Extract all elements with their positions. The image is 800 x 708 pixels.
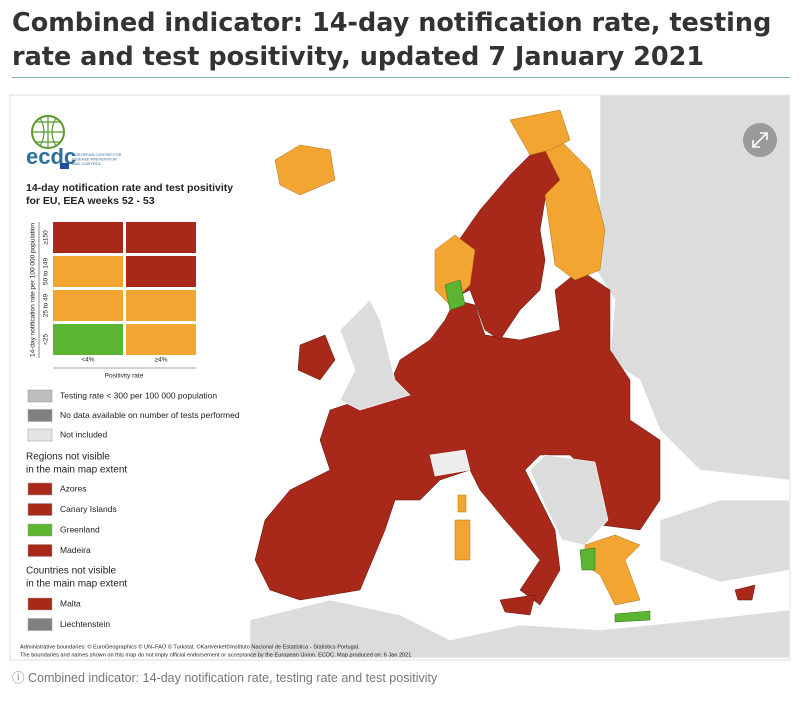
legend-heading: Regions not visible bbox=[26, 452, 110, 463]
region-red bbox=[734, 584, 756, 601]
land-not-included bbox=[429, 449, 471, 477]
y-axis-label: 14-day notification rate per 100 000 pop… bbox=[30, 223, 37, 357]
legend-label: Canary Islands bbox=[60, 504, 117, 514]
legend-heading: in the main map extent bbox=[26, 579, 127, 590]
legend-swatch bbox=[27, 503, 53, 516]
matrix-cell bbox=[126, 324, 196, 355]
y-category-label: <25 bbox=[43, 334, 50, 345]
legend-label: Greenland bbox=[60, 524, 100, 534]
footnote: The boundaries and names shown on this m… bbox=[20, 652, 411, 658]
legend-swatch bbox=[27, 428, 53, 442]
legend-swatch bbox=[27, 389, 53, 403]
legend-heading: in the main map extent bbox=[26, 465, 127, 476]
legend-title: for EU, EEA weeks 52 - 53 bbox=[26, 195, 155, 207]
legend-swatch bbox=[27, 618, 53, 631]
matrix-cell bbox=[53, 222, 123, 253]
caption-text: Combined indicator: 14-day notification … bbox=[27, 671, 438, 685]
title-rule bbox=[12, 77, 790, 78]
region-orange bbox=[457, 494, 467, 513]
y-category-label: 25 to 49 bbox=[43, 293, 50, 317]
x-category-label: ≥4% bbox=[155, 357, 168, 364]
legend-label: Malta bbox=[60, 598, 81, 608]
matrix-cell bbox=[126, 290, 196, 321]
legend-swatch bbox=[27, 523, 53, 537]
caption: ⓘ Combined indicator: 14-day notificatio… bbox=[12, 671, 438, 685]
y-category-label: ≥150 bbox=[43, 230, 50, 245]
map-shapes bbox=[249, 94, 791, 659]
legend-label: Madeira bbox=[60, 545, 91, 555]
footnote: Administrative boundaries: © EuroGeograp… bbox=[20, 643, 360, 650]
legend-swatch bbox=[27, 544, 53, 557]
logo-subtitle: EUROPEAN CENTRE FOR bbox=[72, 152, 122, 157]
land-not-included bbox=[249, 599, 791, 659]
region-red bbox=[499, 594, 536, 616]
y-category-label: 50 to 149 bbox=[43, 258, 50, 285]
legend-label: No data available on number of tests per… bbox=[60, 410, 240, 420]
region-green bbox=[444, 279, 466, 311]
country-grey bbox=[339, 299, 411, 411]
logo-grid bbox=[32, 116, 64, 148]
expand-icon[interactable] bbox=[752, 132, 768, 148]
region-red bbox=[444, 149, 561, 341]
expand-button[interactable] bbox=[743, 123, 777, 157]
region-green bbox=[614, 610, 651, 623]
legend-label: Liechtenstein bbox=[60, 619, 110, 629]
logo-subtitle: DISEASE PREVENTION bbox=[72, 157, 117, 162]
legend-swatch bbox=[27, 482, 53, 496]
region-orange bbox=[434, 234, 476, 306]
matrix-cell bbox=[53, 290, 123, 321]
eu-flag bbox=[60, 163, 69, 169]
legend-heading: Countries not visible bbox=[26, 566, 116, 577]
matrix-cell bbox=[53, 256, 123, 287]
land-not-included bbox=[659, 499, 791, 583]
land-not-included bbox=[560, 94, 791, 481]
land-not-included bbox=[529, 454, 609, 546]
legend-label: Testing rate < 300 per 100 000 populatio… bbox=[60, 390, 217, 400]
region-orange bbox=[509, 109, 571, 156]
legend-label: Not included bbox=[60, 429, 108, 439]
legend-title: 14-day notification rate and test positi… bbox=[26, 182, 233, 194]
x-category-label: <4% bbox=[81, 357, 94, 364]
matrix-cell bbox=[53, 324, 123, 355]
region-red bbox=[297, 334, 336, 381]
matrix-cell bbox=[126, 222, 196, 253]
region-orange bbox=[544, 139, 606, 281]
region-orange bbox=[274, 144, 336, 196]
legend-swatch bbox=[27, 597, 53, 611]
region-green bbox=[579, 547, 596, 571]
region-red bbox=[254, 269, 661, 606]
ecdc-logo: ecdc bbox=[26, 115, 76, 169]
logo-subtitle: AND CONTROL bbox=[72, 161, 102, 166]
matrix-cell bbox=[126, 256, 196, 287]
page-title: Combined indicator: 14-day notification … bbox=[12, 8, 772, 72]
x-axis-label: Positivity rate bbox=[105, 373, 144, 380]
legend-swatch bbox=[27, 409, 53, 422]
legend-label: Azores bbox=[60, 483, 86, 493]
region-orange bbox=[454, 519, 471, 561]
